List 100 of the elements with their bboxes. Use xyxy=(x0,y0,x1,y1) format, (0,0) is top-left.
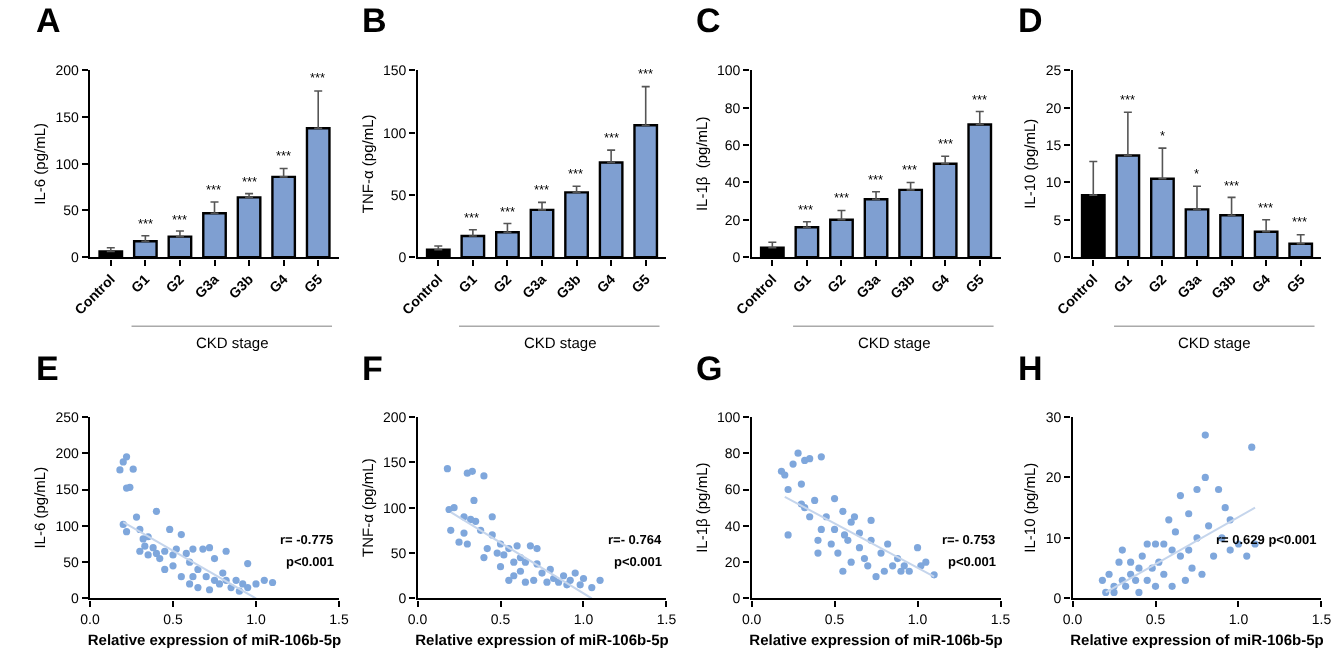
chart-title: D xyxy=(1018,2,1043,40)
point xyxy=(129,465,137,473)
point xyxy=(1160,540,1168,548)
point xyxy=(566,576,574,584)
point xyxy=(913,544,922,552)
point xyxy=(571,569,579,577)
point xyxy=(1226,546,1234,554)
point xyxy=(1176,552,1185,560)
point xyxy=(1115,558,1123,566)
point xyxy=(443,465,452,473)
point xyxy=(1138,552,1146,560)
point xyxy=(905,567,913,575)
point xyxy=(149,544,157,552)
point xyxy=(897,567,905,575)
point xyxy=(839,507,847,515)
point xyxy=(877,549,885,557)
point xyxy=(483,544,491,553)
point xyxy=(144,551,152,559)
point xyxy=(244,560,252,568)
point xyxy=(889,562,897,570)
point xyxy=(806,455,814,463)
point xyxy=(1127,558,1135,566)
point xyxy=(169,562,177,570)
point xyxy=(493,549,501,557)
point xyxy=(450,504,458,512)
point xyxy=(806,513,814,521)
point xyxy=(496,563,505,571)
point xyxy=(194,565,202,574)
point xyxy=(1105,570,1113,578)
point xyxy=(1151,540,1160,548)
point xyxy=(500,551,508,559)
point xyxy=(232,576,240,584)
point xyxy=(205,586,214,594)
point xyxy=(1135,588,1143,597)
point xyxy=(252,580,260,588)
point xyxy=(840,531,849,539)
point xyxy=(260,576,268,584)
point xyxy=(884,540,892,548)
point xyxy=(543,578,551,586)
point xyxy=(526,542,534,550)
chart-title: F xyxy=(362,350,383,388)
point xyxy=(1243,552,1251,560)
point xyxy=(864,562,872,570)
point xyxy=(447,526,455,534)
point xyxy=(1193,485,1201,494)
point xyxy=(827,540,835,548)
point xyxy=(814,549,822,557)
point xyxy=(119,458,127,466)
chart-title: E xyxy=(36,350,59,388)
point xyxy=(1127,570,1135,578)
point xyxy=(579,574,588,583)
point xyxy=(844,536,852,544)
point xyxy=(1151,582,1160,590)
point xyxy=(194,583,202,592)
point xyxy=(189,573,197,581)
point xyxy=(538,569,546,577)
point xyxy=(463,540,471,548)
point xyxy=(156,554,164,563)
point xyxy=(199,545,207,553)
point xyxy=(1143,576,1151,584)
point xyxy=(244,583,252,592)
point xyxy=(794,449,802,457)
point xyxy=(576,581,584,589)
point xyxy=(215,580,224,588)
point xyxy=(1185,546,1193,554)
point xyxy=(839,567,847,575)
point xyxy=(161,547,169,555)
point xyxy=(797,480,805,488)
point xyxy=(132,513,141,521)
chart-title: B xyxy=(362,2,387,40)
point xyxy=(533,544,541,553)
point xyxy=(814,536,822,544)
point xyxy=(1110,588,1118,597)
point xyxy=(817,525,825,534)
point xyxy=(1171,528,1180,536)
chart-title: A xyxy=(36,2,61,40)
point xyxy=(136,547,144,555)
point xyxy=(161,565,169,574)
point xyxy=(830,494,839,503)
point xyxy=(860,554,869,563)
point xyxy=(141,542,149,550)
point xyxy=(505,576,513,584)
point xyxy=(222,547,230,555)
point xyxy=(850,513,859,521)
point xyxy=(855,544,864,552)
chart-title: G xyxy=(696,350,723,388)
point xyxy=(521,578,530,586)
point xyxy=(867,516,875,524)
point xyxy=(510,572,518,580)
point xyxy=(472,517,480,525)
point xyxy=(922,558,930,566)
point xyxy=(210,554,219,563)
point xyxy=(166,525,174,534)
point xyxy=(202,573,210,581)
point xyxy=(169,551,177,559)
point xyxy=(152,507,161,515)
point xyxy=(480,472,488,480)
point xyxy=(784,485,792,494)
point xyxy=(1143,540,1151,548)
point xyxy=(1248,443,1256,451)
